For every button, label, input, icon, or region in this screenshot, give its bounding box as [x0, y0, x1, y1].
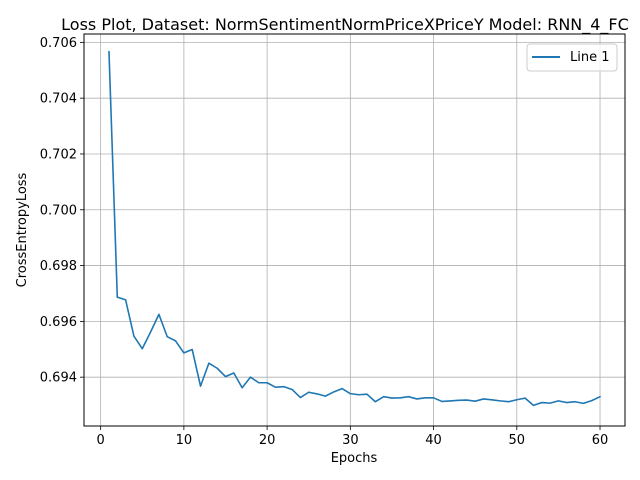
- y-tick-label: 0.696: [40, 315, 77, 330]
- data-point: [516, 399, 518, 401]
- y-tick-label: 0.704: [40, 92, 77, 107]
- x-axis-label: Epochs: [331, 451, 378, 466]
- x-tick-label: 30: [342, 433, 359, 448]
- data-point: [174, 340, 177, 342]
- x-tick-label: 40: [425, 433, 442, 448]
- data-point: [349, 393, 351, 395]
- legend-label-line-1: Line 1: [570, 50, 610, 65]
- data-point: [532, 404, 535, 406]
- data-point: [208, 362, 210, 364]
- data-point: [199, 385, 202, 387]
- grid: [84, 34, 625, 426]
- data-point: [108, 50, 110, 53]
- data-point: [474, 400, 476, 402]
- data-point: [333, 391, 335, 393]
- data-point: [449, 400, 451, 402]
- x-tick-label: 20: [259, 433, 276, 448]
- series-line-1: [108, 50, 601, 407]
- data-point: [216, 367, 218, 369]
- data-point: [482, 398, 485, 400]
- data-point: [299, 396, 301, 399]
- data-point: [549, 402, 551, 404]
- data-point: [366, 393, 368, 395]
- data-point: [424, 397, 426, 399]
- legend: Line 1: [526, 43, 618, 72]
- data-point: [316, 393, 318, 395]
- data-point: [599, 396, 601, 398]
- y-tick-label: 0.702: [40, 147, 77, 162]
- data-point: [499, 400, 501, 402]
- x-axis-ticks: 0 10 20 30 40 50 60: [97, 426, 609, 448]
- data-point: [574, 401, 576, 403]
- data-point: [283, 386, 285, 388]
- data-point: [441, 400, 443, 403]
- x-tick-label: 60: [592, 433, 609, 448]
- data-point: [399, 397, 401, 399]
- data-point: [241, 387, 243, 389]
- x-tick-label: 50: [509, 433, 526, 448]
- data-point: [291, 388, 293, 391]
- data-point: [141, 348, 143, 350]
- y-axis-label: CrossEntropyLoss: [15, 172, 30, 287]
- data-point: [125, 299, 127, 301]
- data-point: [249, 376, 252, 378]
- data-point: [457, 399, 460, 401]
- data-point: [233, 372, 235, 374]
- data-point: [158, 313, 160, 315]
- data-point: [507, 401, 510, 403]
- data-point: [374, 401, 376, 403]
- data-point: [391, 397, 393, 399]
- data-point: [116, 296, 118, 298]
- data-point: [408, 396, 410, 398]
- x-tick-label: 10: [176, 433, 193, 448]
- data-point: [566, 401, 568, 404]
- data-point: [416, 398, 418, 400]
- data-point: [133, 335, 135, 337]
- data-point: [258, 382, 260, 384]
- data-point: [491, 399, 493, 401]
- data-point: [224, 376, 227, 378]
- data-point: [383, 396, 385, 398]
- chart-title: Loss Plot, Dataset: NormSentimentNormPri…: [61, 15, 629, 35]
- data-point: [166, 336, 168, 338]
- y-tick-label: 0.700: [40, 203, 77, 218]
- data-point: [557, 400, 560, 402]
- data-point: [466, 399, 468, 401]
- data-point: [432, 397, 435, 399]
- x-tick-label: 0: [97, 433, 105, 448]
- data-point: [266, 382, 268, 384]
- data-point: [183, 352, 185, 354]
- data-point: [341, 388, 343, 390]
- data-point: [274, 386, 277, 388]
- data-point: [541, 401, 543, 404]
- y-tick-label: 0.706: [40, 36, 77, 51]
- data-point: [582, 402, 584, 405]
- legend-box: [526, 43, 618, 72]
- data-point: [308, 391, 310, 393]
- data-point: [358, 394, 360, 396]
- y-axis-ticks: 0.694 0.696 0.698 0.700 0.702 0.704 0.706: [40, 36, 84, 386]
- data-point: [149, 331, 152, 333]
- data-point: [591, 400, 593, 402]
- series-layer: [108, 50, 601, 407]
- data-point: [324, 395, 326, 397]
- y-tick-label: 0.698: [40, 259, 77, 274]
- plot-frame: [83, 33, 626, 427]
- y-tick-label: 0.694: [40, 371, 77, 386]
- data-point: [191, 348, 193, 351]
- data-point: [524, 397, 526, 399]
